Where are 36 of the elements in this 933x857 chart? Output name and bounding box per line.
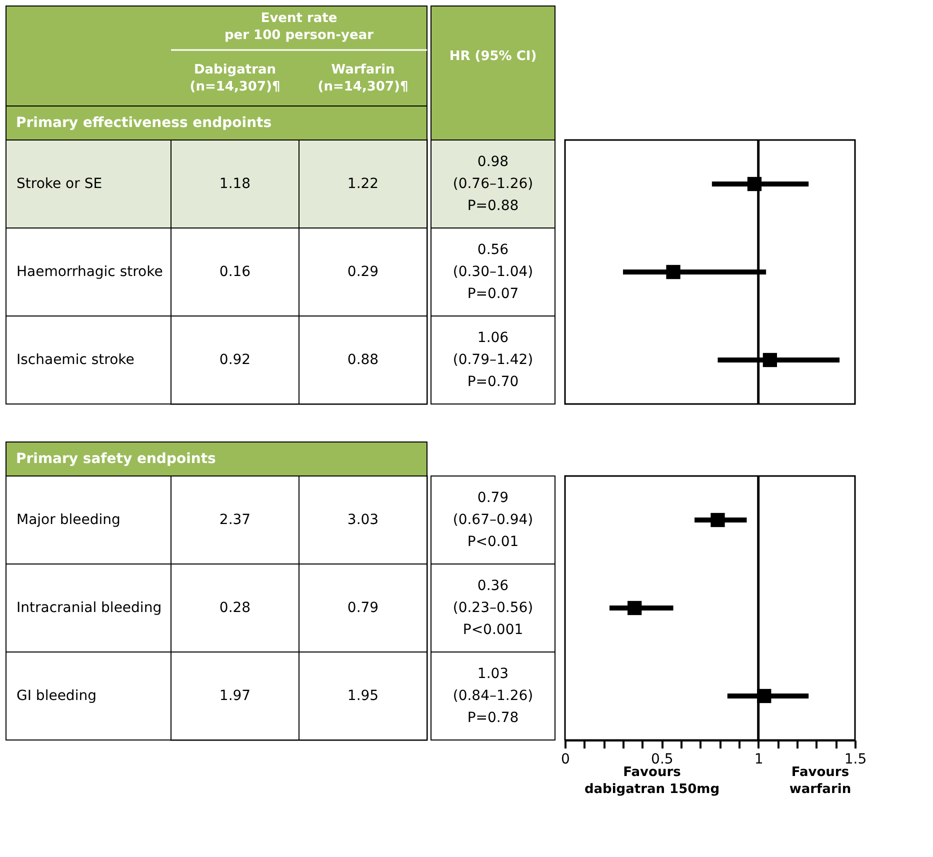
data-label: 1.95 (347, 688, 379, 704)
y-tick-label: Haemorrhagic stroke (16, 264, 163, 280)
y-tick-label: GI bleeding (16, 688, 96, 704)
data-label: 0.28 (219, 600, 251, 616)
data-label: 0.36 (0.23–0.56) P<0.001 (452, 578, 534, 638)
x-tick-label: 0 (561, 752, 570, 768)
y-tick-label: Stroke or SE (16, 176, 102, 192)
data-label: 0.92 (219, 352, 251, 368)
text: Event rate per 100 person-year (224, 11, 374, 43)
chart-title: Primary safety endpoints (16, 451, 216, 467)
data-label: 0.88 (347, 352, 379, 368)
data-label: 0.98 (0.76–1.26) P=0.88 (452, 154, 534, 214)
data-label: 1.22 (347, 176, 379, 192)
text: Favours warfarin (789, 765, 852, 797)
text: HR (95% CI) (449, 49, 537, 64)
chart-title: Primary effectiveness endpoints (16, 115, 272, 131)
y-tick-label: Intracranial bleeding (16, 600, 162, 616)
y-tick-label: Ischaemic stroke (16, 352, 134, 368)
data-label: 1.03 (0.84–1.26) P=0.78 (452, 666, 534, 726)
data-label: 0.16 (219, 264, 251, 280)
data-label: 0.56 (0.30–1.04) P=0.07 (452, 242, 534, 302)
data-label: 3.03 (347, 512, 379, 528)
x-tick-label: 1.5 (844, 752, 867, 768)
data-label: 0.29 (347, 264, 379, 280)
x-tick-label: 1 (754, 752, 764, 768)
x-tick-label: Warfarin (n=14,307)¶ (318, 62, 408, 94)
data-label: 2.37 (219, 512, 251, 528)
x-tick-label: 0.5 (651, 752, 674, 768)
data-label: 1.97 (219, 688, 251, 704)
x-tick-label: Dabigatran (n=14,307)¶ (190, 62, 280, 94)
data-label: 0.79 (347, 600, 379, 616)
data-label: 0.79 (0.67–0.94) P<0.01 (452, 490, 534, 550)
data-label: 1.18 (219, 176, 251, 192)
text: Favours dabigatran 150mg (584, 765, 720, 797)
data-label: 1.06 (0.79–1.42) P=0.70 (452, 330, 534, 390)
y-tick-label: Major bleeding (16, 512, 120, 528)
